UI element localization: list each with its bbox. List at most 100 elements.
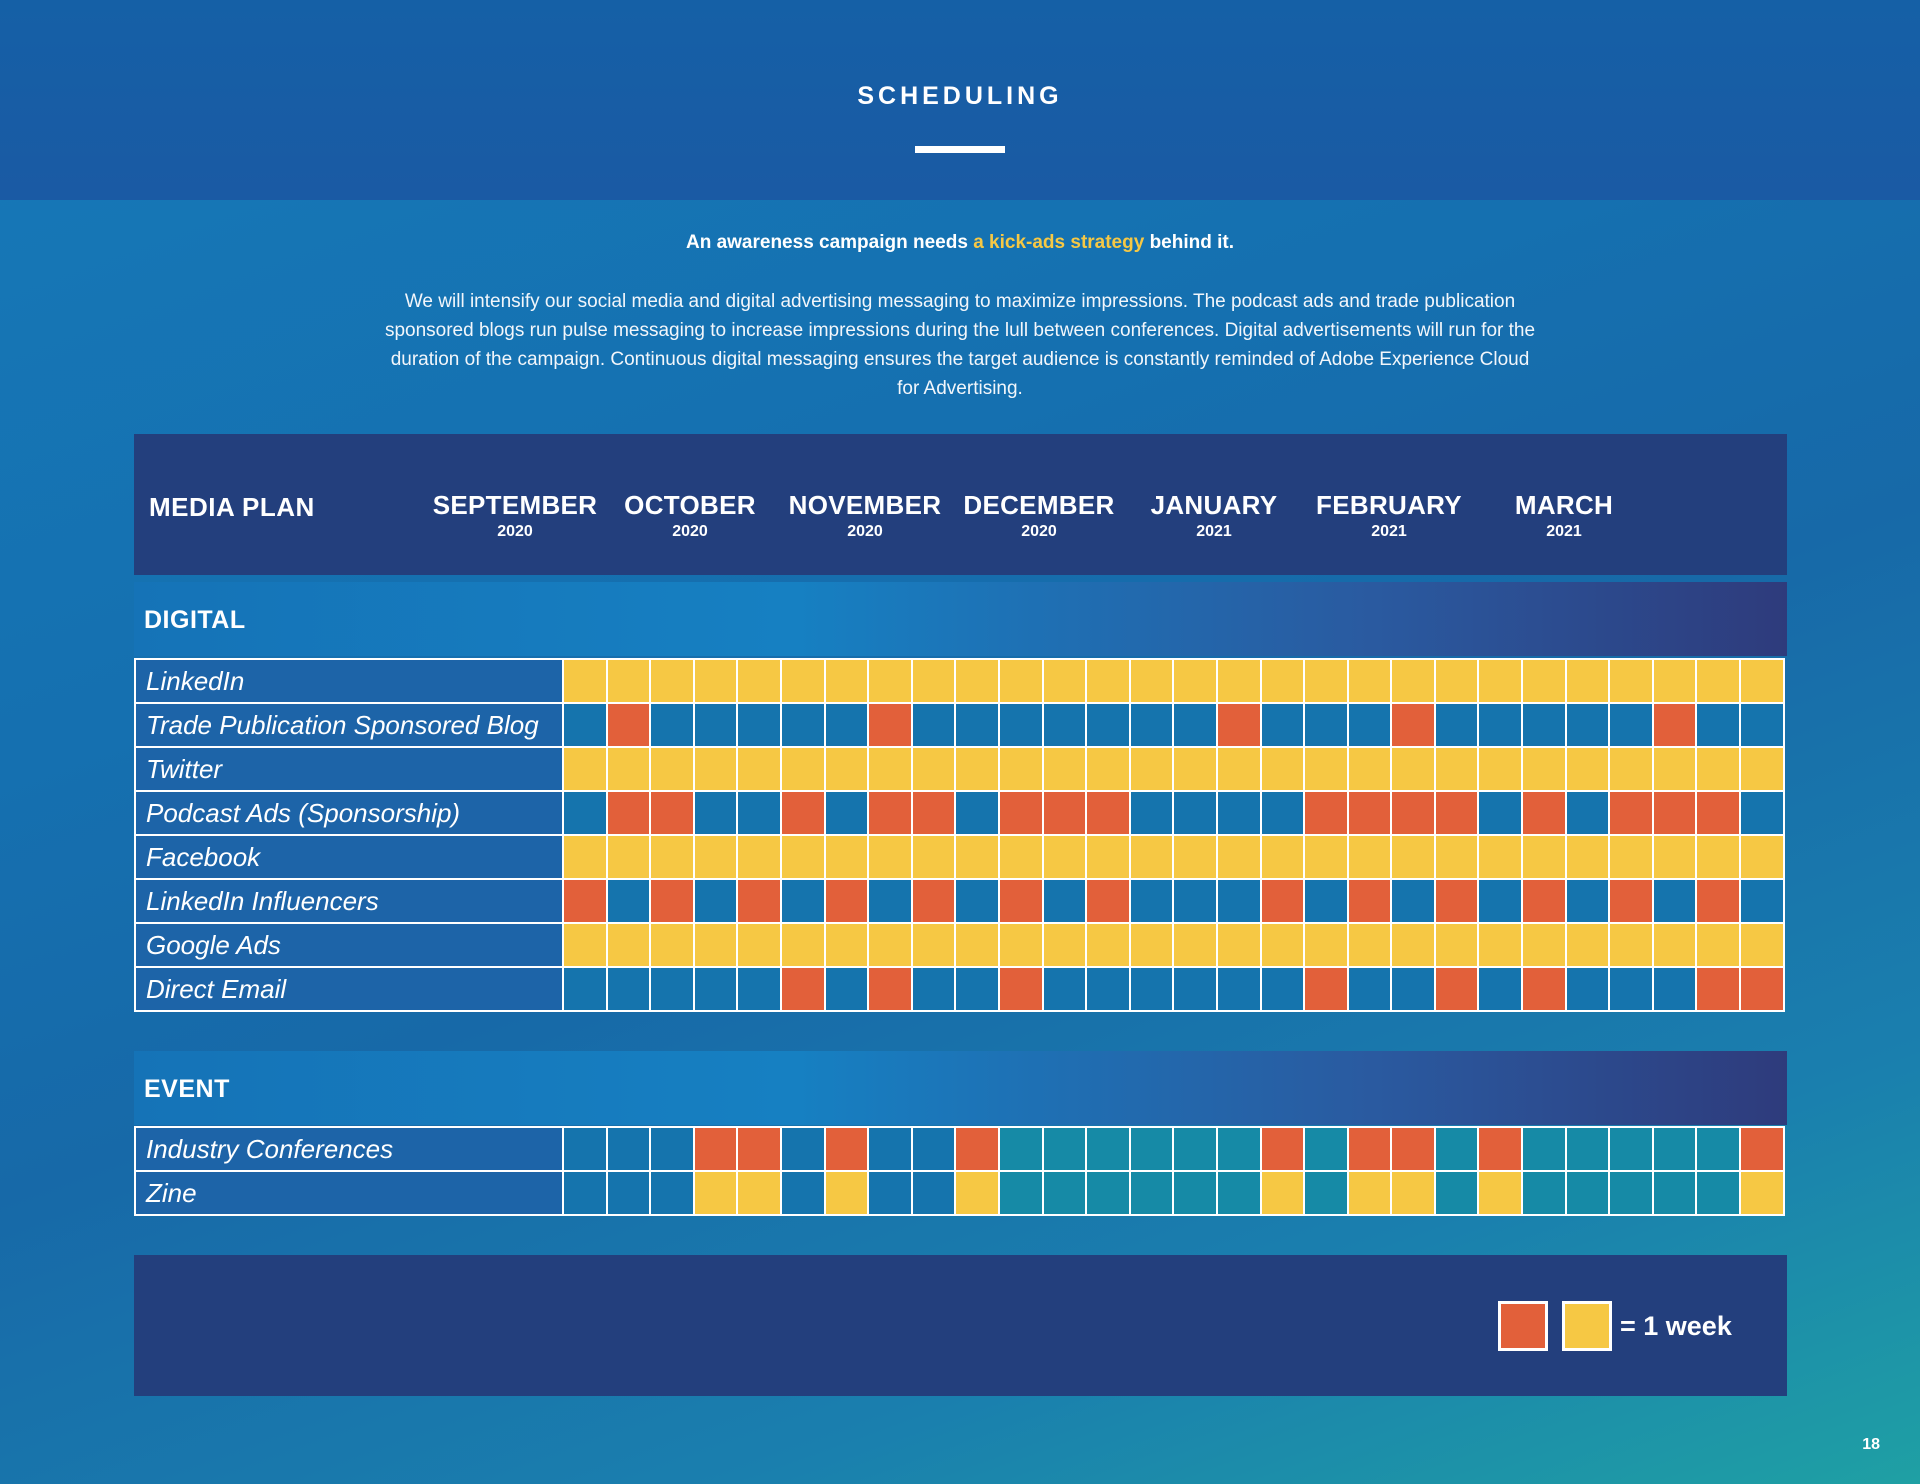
week-cell (1433, 702, 1480, 748)
week-cell (954, 1126, 1000, 1172)
week-cell (1303, 658, 1349, 704)
week-cell (1564, 1170, 1611, 1216)
week-cell (1521, 746, 1567, 792)
table-row: Trade Publication Sponsored Blog (134, 702, 1785, 748)
week-cell (736, 834, 782, 880)
week-cell (562, 1126, 608, 1172)
week-cell (692, 922, 739, 968)
week-cell (1259, 878, 1306, 924)
week-cell (1085, 1126, 1131, 1172)
month-header-january: JANUARY 2021 (1124, 490, 1304, 541)
week-cell (1695, 1126, 1742, 1172)
section-title: EVENT (144, 1075, 230, 1103)
week-cell (910, 922, 957, 968)
week-cell (1477, 878, 1524, 924)
week-cell (1433, 878, 1480, 924)
week-cell (1303, 746, 1349, 792)
week-cell (1041, 790, 1088, 836)
row-label: LinkedIn Influencers (134, 878, 564, 924)
week-cell (1739, 790, 1785, 836)
week-cell (1390, 702, 1436, 748)
week-cell (1564, 834, 1611, 880)
week-cell (1608, 746, 1654, 792)
week-cell (1259, 834, 1306, 880)
week-cell (823, 922, 870, 968)
week-cell (1564, 878, 1611, 924)
week-cell (649, 834, 695, 880)
week-cell (1521, 966, 1567, 1012)
week-cell (779, 790, 826, 836)
week-cell (1085, 658, 1131, 704)
week-cell (997, 922, 1044, 968)
row-label: Zine (134, 1170, 564, 1216)
week-cell (867, 1126, 913, 1172)
week-cell (1433, 922, 1480, 968)
week-cell (1259, 790, 1306, 836)
week-cell (1608, 1126, 1654, 1172)
week-cell (1128, 658, 1175, 704)
week-cell (910, 790, 957, 836)
week-cell (910, 878, 957, 924)
week-cell (1564, 1126, 1611, 1172)
week-cell (605, 1170, 652, 1216)
week-cell (649, 746, 695, 792)
week-cell (867, 922, 913, 968)
week-cell (692, 746, 739, 792)
week-cell (649, 922, 695, 968)
month-year: 2020 (672, 523, 708, 540)
week-cell (954, 702, 1000, 748)
week-cell (692, 1126, 739, 1172)
week-cell (1739, 966, 1785, 1012)
week-cell (1433, 834, 1480, 880)
week-cell (779, 966, 826, 1012)
week-cell (1477, 966, 1524, 1012)
week-cell (1651, 922, 1698, 968)
week-cell (1477, 746, 1524, 792)
week-cell (1128, 878, 1175, 924)
week-cell (1390, 966, 1436, 1012)
week-cell (1128, 746, 1175, 792)
week-cell (1215, 702, 1262, 748)
week-cell (1172, 834, 1218, 880)
week-cell (1608, 834, 1654, 880)
week-cell (779, 1170, 826, 1216)
month-name: SEPTEMBER (432, 490, 598, 520)
week-cell (867, 790, 913, 836)
week-cell (1739, 922, 1785, 968)
week-cell (954, 922, 1000, 968)
week-cell (1259, 922, 1306, 968)
week-cell (1739, 1170, 1785, 1216)
week-cell (779, 1126, 826, 1172)
week-cell (1651, 658, 1698, 704)
month-name: DECEMBER (963, 490, 1115, 520)
schedule-grid-digital: LinkedIn Trade Publication Sponsored Blog… (134, 658, 1785, 1012)
week-cell (1433, 966, 1480, 1012)
week-cell (1564, 746, 1611, 792)
week-cell (1651, 1170, 1698, 1216)
week-cell (1739, 746, 1785, 792)
week-cell (910, 966, 957, 1012)
week-cell (736, 922, 782, 968)
week-cell (1215, 878, 1262, 924)
week-cell (1128, 966, 1175, 1012)
week-cell (1172, 922, 1218, 968)
table-row: Podcast Ads (Sponsorship) (134, 790, 1785, 836)
week-cell (1521, 834, 1567, 880)
week-cell (997, 966, 1044, 1012)
week-cell (1651, 1126, 1698, 1172)
week-cell (867, 746, 913, 792)
week-cell (1346, 1126, 1393, 1172)
week-cell (1477, 1126, 1524, 1172)
week-cell (1346, 966, 1393, 1012)
week-cell (867, 658, 913, 704)
section-title: DIGITAL (144, 606, 246, 634)
row-label: Google Ads (134, 922, 564, 968)
week-cell (605, 702, 652, 748)
section-bar-event: EVENT (134, 1051, 1787, 1125)
week-cell (649, 1170, 695, 1216)
week-cell (605, 834, 652, 880)
week-cell (1564, 790, 1611, 836)
week-cell (1215, 658, 1262, 704)
section-bar-digital: DIGITAL (134, 582, 1787, 656)
week-cell (1695, 790, 1742, 836)
